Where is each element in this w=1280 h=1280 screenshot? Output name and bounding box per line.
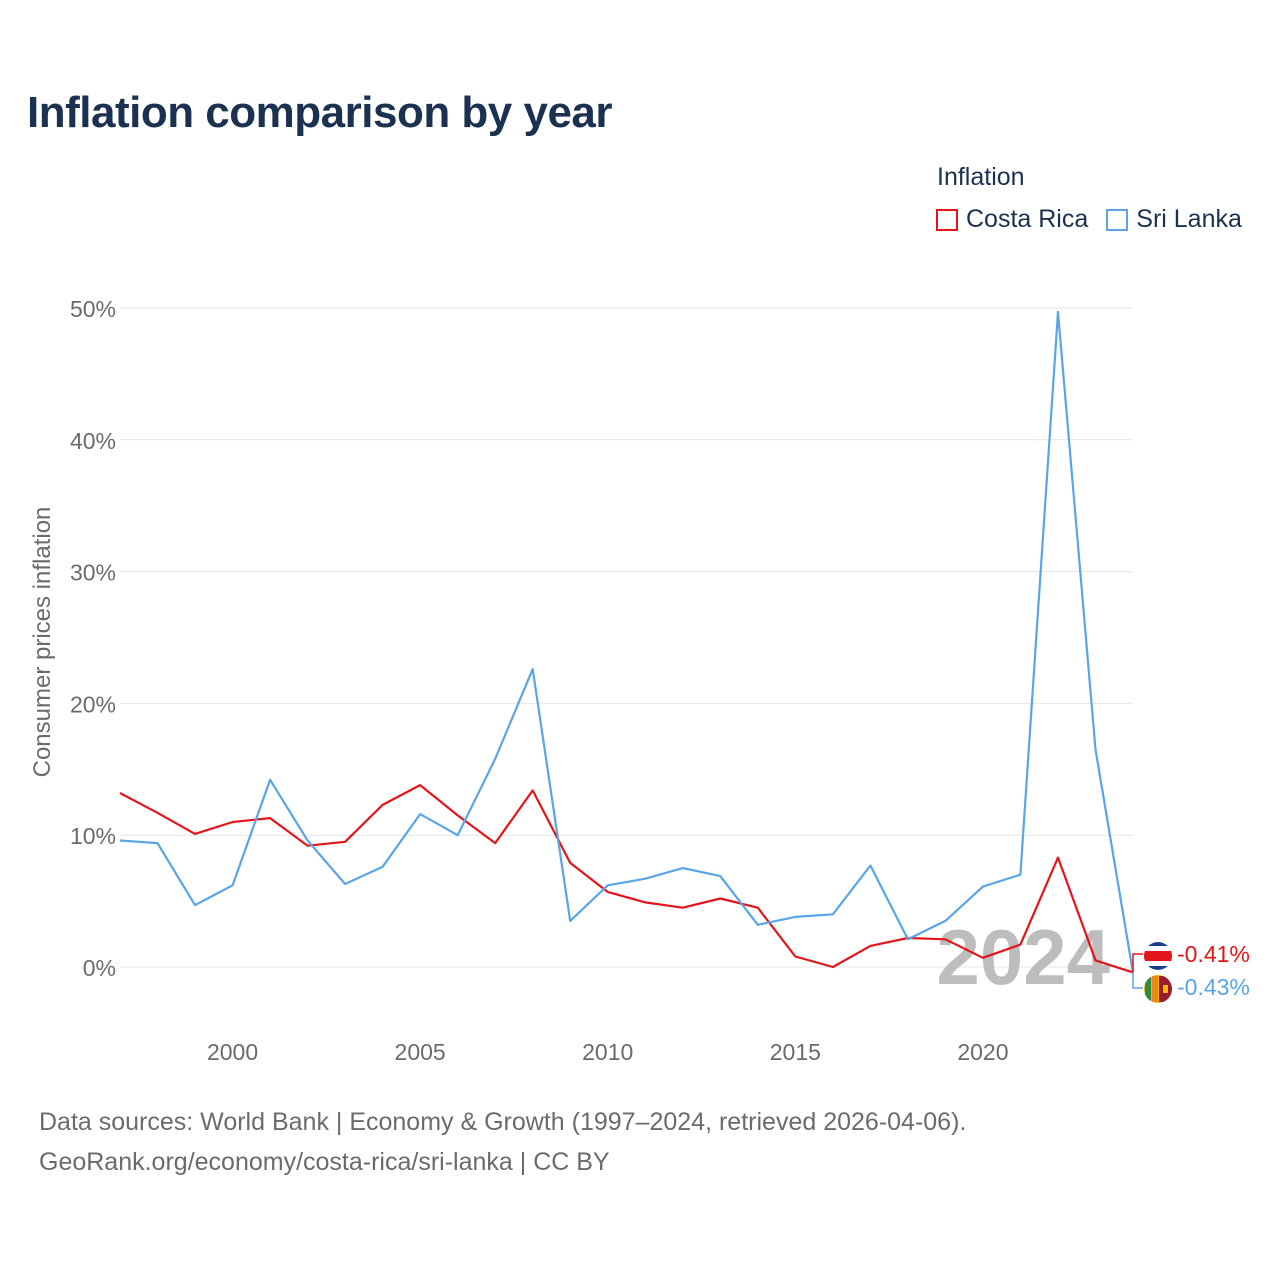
end-labels: -0.41% -0.43% bbox=[1144, 941, 1250, 1003]
y-axis-ticks: 0% 10% 20% 30% 40% 50% bbox=[70, 296, 116, 981]
sri-lanka-flag-icon bbox=[1144, 975, 1172, 1003]
y-tick-label: 40% bbox=[70, 428, 116, 454]
legend-label-costa-rica: Costa Rica bbox=[966, 205, 1089, 233]
series-lines bbox=[119, 310, 1143, 989]
y-tick-label: 20% bbox=[70, 691, 116, 717]
footer-url: GeoRank.org/economy/costa-rica/sri-lanka… bbox=[39, 1148, 610, 1176]
legend-item-sri-lanka[interactable]: Sri Lanka bbox=[1106, 205, 1242, 234]
y-tick-label: 10% bbox=[70, 823, 116, 849]
connector-costa-rica bbox=[1132, 953, 1143, 973]
x-tick-label: 2020 bbox=[957, 1039, 1008, 1065]
line-chart: 0% 10% 20% 30% 40% 50% 2000 2005 2010 2015 2020 C… bbox=[29, 296, 1250, 1065]
legend: Costa Rica Sri Lanka bbox=[936, 205, 1242, 234]
y-tick-label: 0% bbox=[83, 955, 116, 981]
x-tick-label: 2000 bbox=[207, 1039, 258, 1065]
end-label-sri-lanka: -0.43% bbox=[1177, 974, 1250, 1000]
legend-title: Inflation bbox=[937, 163, 1025, 191]
series-line-costa-rica bbox=[119, 783, 1134, 974]
x-tick-label: 2005 bbox=[395, 1039, 446, 1065]
x-tick-label: 2010 bbox=[582, 1039, 633, 1065]
y-tick-label: 30% bbox=[70, 560, 116, 586]
legend-swatch-sri-lanka bbox=[1106, 208, 1129, 231]
year-watermark: 2024 bbox=[936, 913, 1110, 1001]
legend-item-costa-rica[interactable]: Costa Rica bbox=[936, 205, 1088, 234]
connector-sri-lanka bbox=[1132, 972, 1143, 989]
x-tick-label: 2015 bbox=[770, 1039, 821, 1065]
y-axis-label: Consumer prices inflation bbox=[29, 507, 56, 778]
legend-label-sri-lanka: Sri Lanka bbox=[1136, 205, 1242, 233]
end-label-costa-rica: -0.41% bbox=[1177, 941, 1250, 967]
costa-rica-flag-icon bbox=[1144, 942, 1172, 970]
page-title: Inflation comparison by year bbox=[27, 88, 613, 137]
footer-sources: Data sources: World Bank | Economy & Gro… bbox=[39, 1108, 967, 1136]
y-tick-label: 50% bbox=[70, 296, 116, 322]
legend-swatch-costa-rica bbox=[936, 208, 958, 231]
x-axis-ticks: 2000 2005 2010 2015 2020 bbox=[207, 1039, 1009, 1065]
series-line-sri-lanka bbox=[119, 310, 1135, 973]
grid-lines bbox=[120, 307, 1133, 968]
